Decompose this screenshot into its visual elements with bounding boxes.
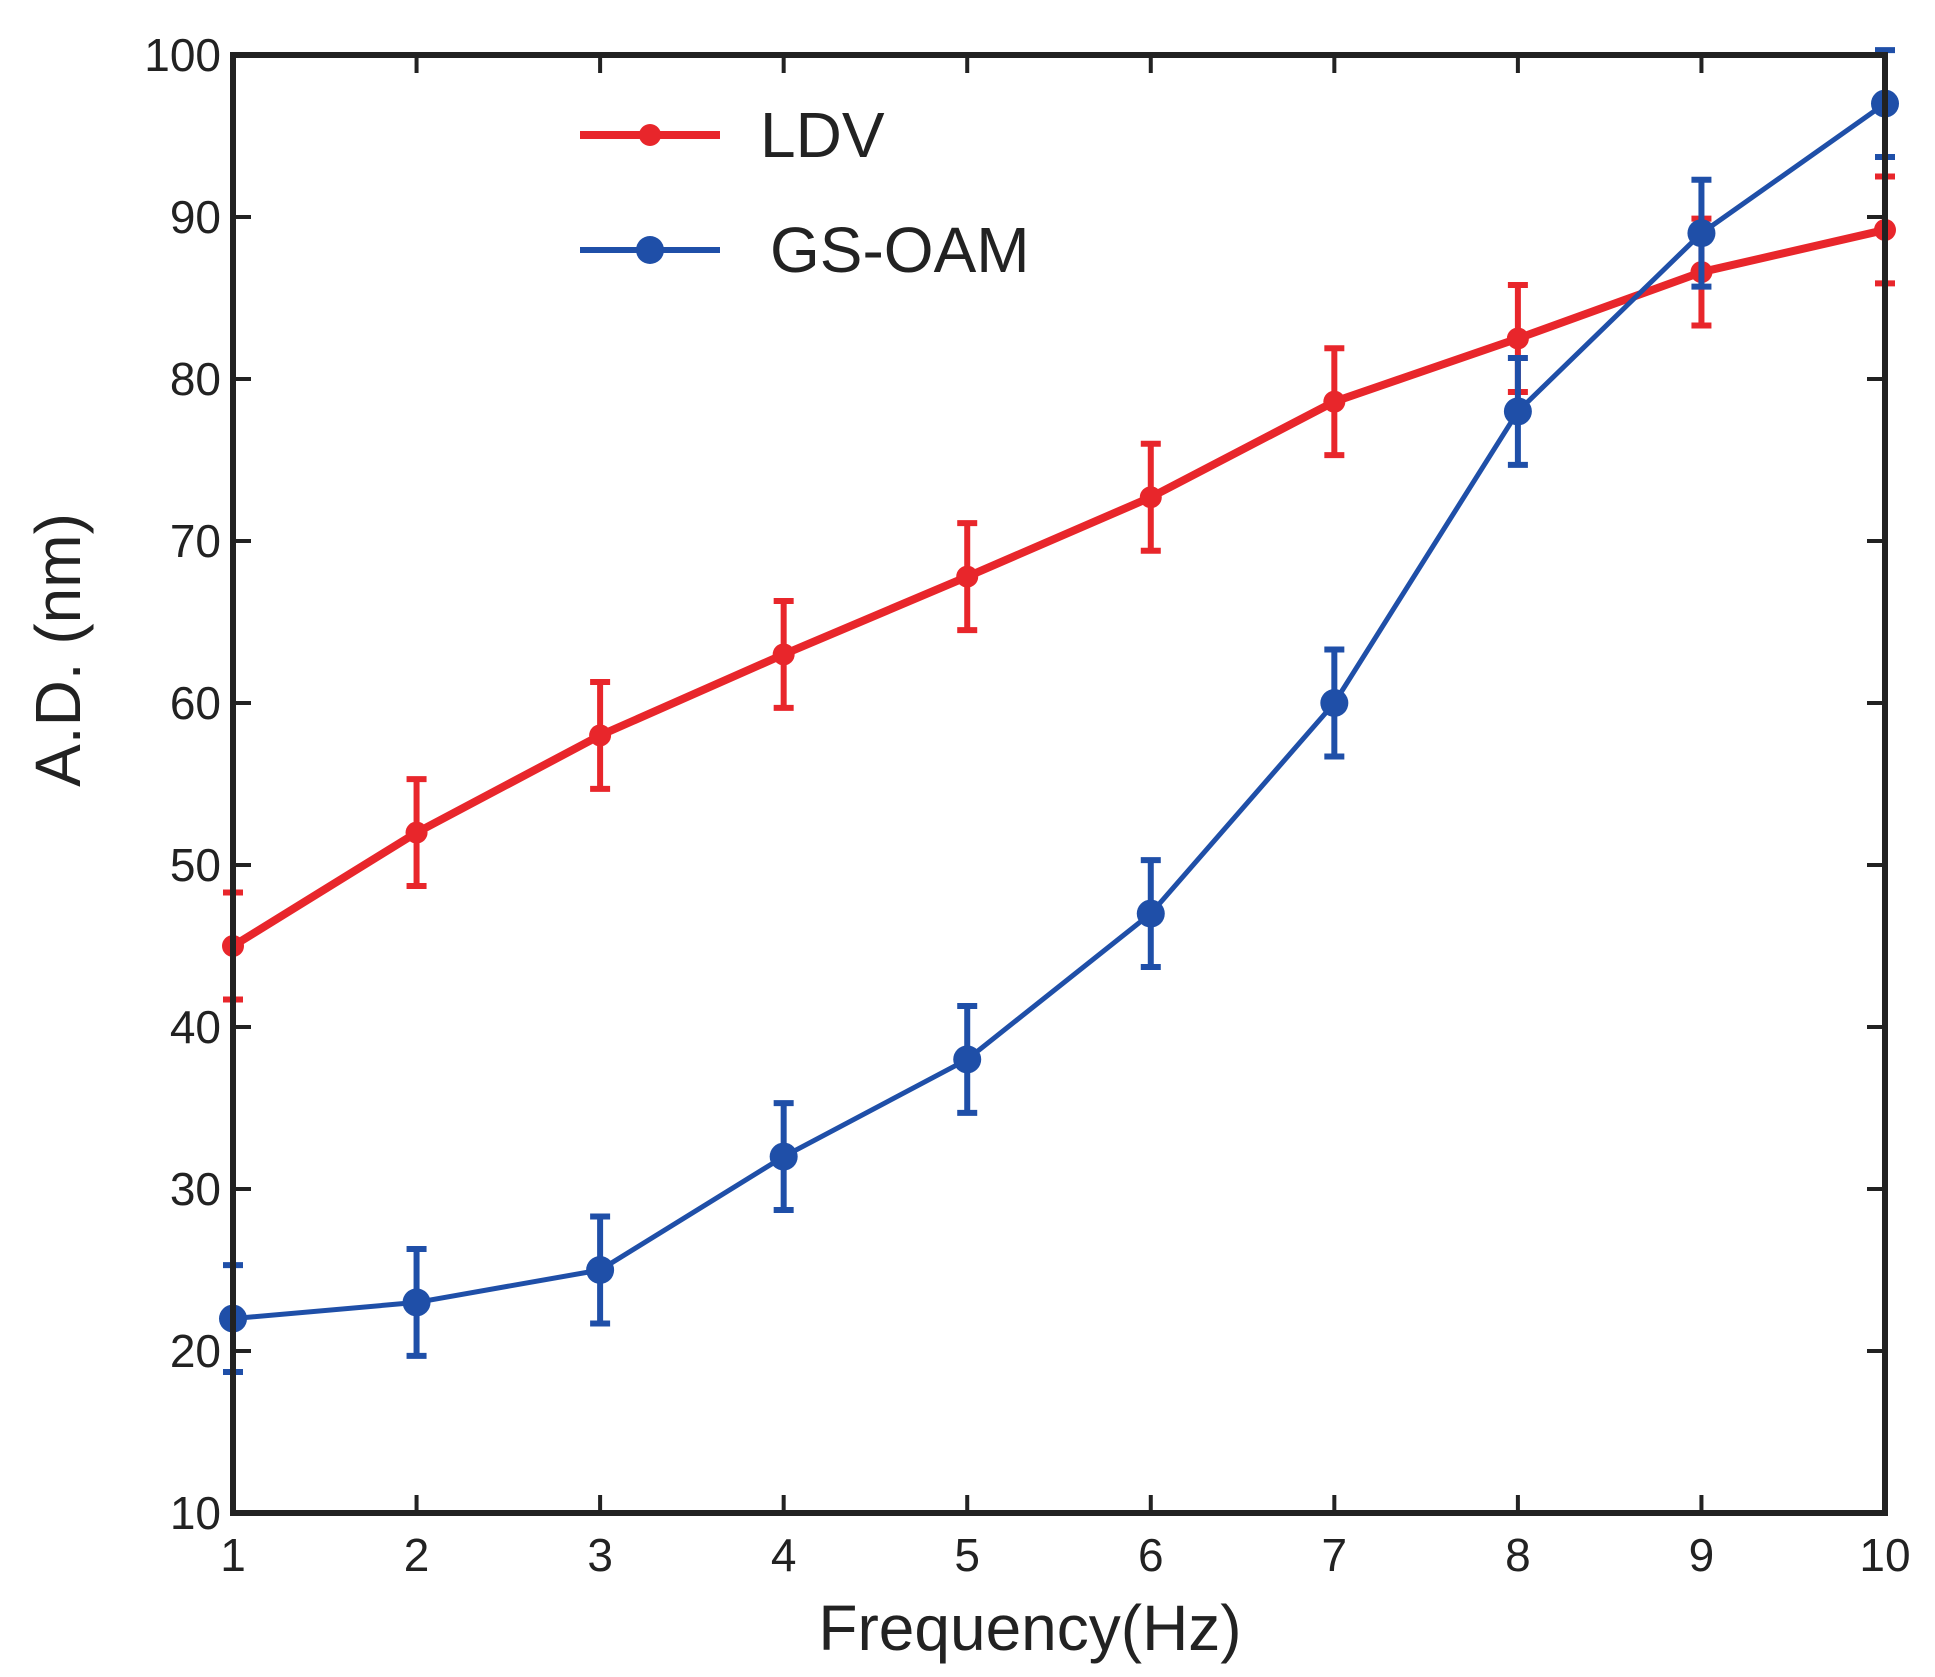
series-line-gs-oam xyxy=(232,101,1887,1322)
legend-ldv-marker xyxy=(639,124,661,146)
legend-entry-gs-oam: GS-OAM xyxy=(580,214,1030,286)
x-tick-label: 2 xyxy=(404,1529,430,1581)
y-tick-label: 20 xyxy=(170,1325,221,1377)
data-point-gs-oam xyxy=(586,1256,615,1284)
data-point-gs-oam xyxy=(1320,689,1349,717)
y-tick-label: 100 xyxy=(144,29,221,81)
data-point-gs-oam xyxy=(769,1142,798,1171)
data-point-ldv xyxy=(589,724,612,747)
y-tick-label: 80 xyxy=(170,353,221,405)
data-point-ldv xyxy=(1139,486,1162,509)
data-point-ldv xyxy=(956,565,979,588)
y-tick-label: 50 xyxy=(170,839,221,891)
data-point-ldv xyxy=(1323,390,1346,413)
x-axis-title: Frequency(Hz) xyxy=(818,1592,1241,1664)
x-tick-label: 8 xyxy=(1505,1529,1531,1581)
legend-gs-oam-label: GS-OAM xyxy=(770,214,1030,286)
y-tick-label: 30 xyxy=(170,1163,221,1215)
data-point-gs-oam xyxy=(1687,219,1716,248)
legend-entry-ldv: LDV xyxy=(580,99,885,171)
y-tick-label: 60 xyxy=(170,677,221,729)
plot-frame xyxy=(230,52,1888,1516)
data-point-gs-oam xyxy=(1503,397,1532,426)
data-point-ldv xyxy=(772,643,795,666)
y-tick-label: 10 xyxy=(170,1487,221,1539)
y-tick-label: 40 xyxy=(170,1001,221,1053)
data-point-gs-oam xyxy=(1136,899,1165,928)
x-tick-label: 10 xyxy=(1859,1529,1910,1581)
y-tick-label: 90 xyxy=(170,191,221,243)
x-tick-label: 6 xyxy=(1138,1529,1164,1581)
series-gs-oam xyxy=(219,47,1899,1376)
labels-layer: 1 2 3 4 5 6 7 8 9 10 10 20 30 40 50 60 70 80 90 100 xyxy=(144,29,1910,1581)
y-tick-label: 70 xyxy=(170,515,221,567)
data-point-gs-oam xyxy=(953,1045,982,1074)
ticks-layer xyxy=(231,53,1887,1515)
x-tick-label: 4 xyxy=(771,1529,797,1581)
x-tick-label: 7 xyxy=(1322,1529,1348,1581)
series-layer xyxy=(219,47,1899,1376)
x-tick-label: 3 xyxy=(587,1529,613,1581)
series-ldv xyxy=(222,173,1896,1003)
x-tick-label: 9 xyxy=(1689,1529,1715,1581)
legend-ldv-label: LDV xyxy=(760,99,885,171)
legend: LDV GS-OAM xyxy=(580,99,1030,286)
data-point-ldv xyxy=(1506,327,1529,350)
y-axis-title: A.D. (nm) xyxy=(22,513,94,787)
x-tick-label: 5 xyxy=(954,1529,980,1581)
data-point-ldv xyxy=(405,821,428,844)
x-tick-label: 1 xyxy=(220,1529,246,1581)
series-line-ldv xyxy=(230,226,1886,950)
data-point-gs-oam xyxy=(402,1288,431,1317)
legend-gs-oam-marker xyxy=(636,236,664,264)
